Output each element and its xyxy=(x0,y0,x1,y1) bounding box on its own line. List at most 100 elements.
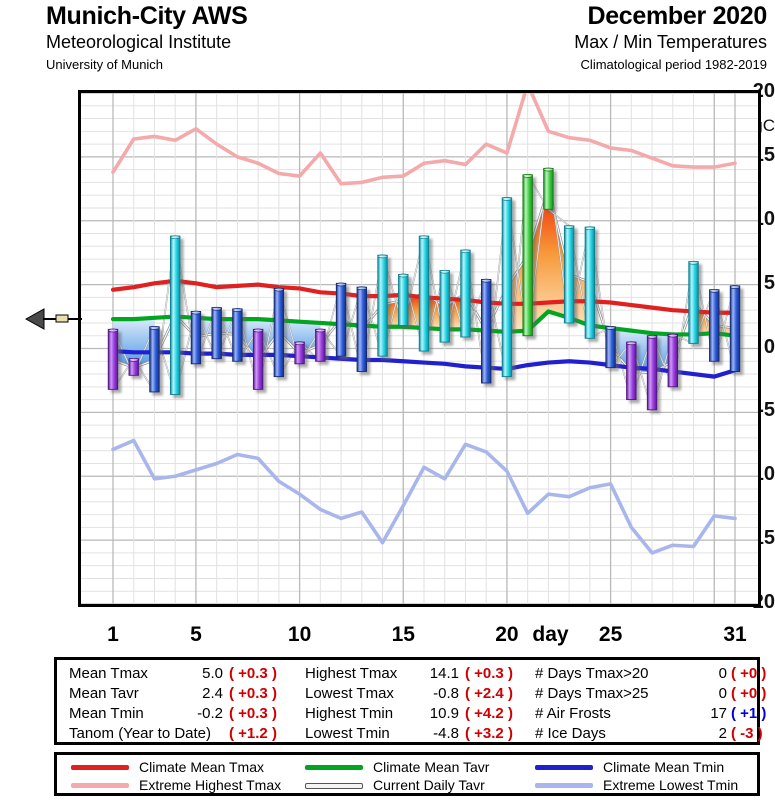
stat-anomaly: ( +2.4 ) xyxy=(465,685,513,702)
legend-label: Extreme Lowest Tmin xyxy=(603,777,739,793)
legend-item: Climate Mean Tmin xyxy=(535,758,761,776)
stat-row: Lowest Tmin -4.8 ( +3.2 ) xyxy=(305,724,535,744)
stat-label: # Days Tmax>20 xyxy=(535,665,649,682)
legend-item: Extreme Lowest Tmin xyxy=(535,776,761,794)
stat-row: # Ice Days 2( -3 ) xyxy=(535,724,763,744)
stat-label: Lowest Tmin xyxy=(305,725,390,742)
x-tick-label: 20 xyxy=(495,623,519,646)
temperature-bar xyxy=(377,254,388,357)
stat-row: Tanom (Year to Date) ( +1.2 ) xyxy=(69,724,309,744)
legend-label: Climate Mean Tavr xyxy=(373,759,490,775)
stat-row: # Days Tmax>20 0( +0 ) xyxy=(535,664,766,684)
temperature-bar xyxy=(563,225,575,324)
legend-column-1: Climate Mean Tmax Extreme Highest Tmax xyxy=(71,758,301,794)
stat-label: Mean Tavr xyxy=(69,685,139,702)
stat-value: -4.8 xyxy=(433,725,459,742)
stat-anomaly: ( +0.3 ) xyxy=(229,705,277,722)
temperature-bar xyxy=(688,260,699,344)
legend-item: Extreme Highest Tmax xyxy=(71,776,301,794)
stat-value: -0.2 xyxy=(197,705,223,722)
daily-temperature-bars xyxy=(107,167,741,411)
y-tick-label: 0 xyxy=(763,335,775,358)
chart-subtitle: Max / Min Temperatures xyxy=(574,32,767,52)
stats-column-1: Mean Tmax 5.0 ( +0.3 ) Mean Tavr 2.4 ( +0.3 )… xyxy=(69,664,309,744)
stats-column-2: Highest Tmax 14.1 ( +0.3 ) Lowest Tmax -0.8 (… xyxy=(305,664,535,744)
plot-frame xyxy=(78,90,761,607)
stat-row: # Days Tmax>25 0( +0 ) xyxy=(535,684,766,704)
legend-item: Current Daily Tavr xyxy=(305,776,535,794)
stat-row: Highest Tmin 10.9 ( +4.2 ) xyxy=(305,704,535,724)
stat-value: 10.9 xyxy=(429,705,459,722)
stat-label: # Air Frosts xyxy=(535,705,611,722)
stat-value: 2.4 xyxy=(202,685,223,702)
stat-anomaly: ( +4.2 ) xyxy=(465,705,513,722)
stat-anomaly: ( +1.2 ) xyxy=(229,725,277,742)
x-axis-label: day xyxy=(532,623,569,646)
stat-row: # Air Frosts 17( +1 ) xyxy=(535,704,766,724)
temperature-bar xyxy=(149,326,160,393)
legend-column-2: Climate Mean Tavr Current Daily Tavr xyxy=(305,758,535,794)
stat-label: Tanom (Year to Date) xyxy=(69,725,212,742)
temperature-bar xyxy=(398,273,409,326)
temperature-bar xyxy=(190,310,202,365)
stat-label: # Ice Days xyxy=(535,725,606,742)
stat-anomaly: ( +0.3 ) xyxy=(465,665,513,682)
stat-value: 14.1 xyxy=(429,665,459,682)
y-tick-label: 5 xyxy=(763,271,775,294)
temperature-bar xyxy=(356,286,367,372)
legend-label: Climate Mean Tmin xyxy=(603,759,725,775)
legend-color-swatch xyxy=(535,783,593,788)
temperature-bar xyxy=(626,341,637,401)
temperature-bar xyxy=(501,197,513,378)
temperature-bar xyxy=(667,333,678,388)
institute-name: Meteorological Institute xyxy=(46,32,232,52)
x-tick-label: 5 xyxy=(190,623,202,646)
x-tick-label: 31 xyxy=(723,623,747,646)
stat-anomaly: ( +0 ) xyxy=(731,665,767,682)
temperature-chart-svg xyxy=(81,93,758,604)
stats-column-3: # Days Tmax>20 0( +0 ) # Days Tmax>25 0( +0… xyxy=(535,664,766,744)
stat-anomaly: ( +0 ) xyxy=(731,685,767,702)
temperature-bar xyxy=(460,249,471,338)
legend-label: Extreme Highest Tmax xyxy=(139,777,282,793)
stat-value: -0.8 xyxy=(433,685,459,702)
station-name: Munich-City AWS xyxy=(46,2,248,30)
stat-label: # Days Tmax>25 xyxy=(535,685,649,702)
temperature-bar xyxy=(522,174,533,337)
current-mean-marker-icon xyxy=(24,308,82,330)
x-tick-label: 25 xyxy=(598,623,623,646)
stat-value: 2 xyxy=(718,725,727,742)
x-tick-label: 15 xyxy=(391,623,415,646)
temperature-bar xyxy=(232,308,243,362)
legend-color-swatch xyxy=(71,765,129,770)
legend: Climate Mean Tmax Extreme Highest Tmax Cl… xyxy=(54,752,760,796)
legend-column-3: Climate Mean Tmin Extreme Lowest Tmin xyxy=(535,758,761,794)
legend-color-swatch xyxy=(71,783,129,788)
stat-value: 17 xyxy=(710,705,727,722)
temperature-bar xyxy=(418,235,430,352)
temperature-bar xyxy=(646,334,658,411)
stat-row: Mean Tmax 5.0 ( +0.3 ) xyxy=(69,664,309,684)
extreme-lowest-tmin-line xyxy=(111,438,737,555)
legend-color-swatch xyxy=(305,765,363,770)
temperature-bar xyxy=(128,357,139,376)
stat-label: Highest Tmax xyxy=(305,665,398,682)
stat-anomaly: ( +0.3 ) xyxy=(229,685,277,702)
stat-row: Mean Tmin -0.2 ( +0.3 ) xyxy=(69,704,309,724)
legend-color-swatch xyxy=(305,783,363,789)
stat-value: 5.0 xyxy=(202,665,223,682)
stat-row: Mean Tavr 2.4 ( +0.3 ) xyxy=(69,684,309,704)
temperature-bar xyxy=(605,326,616,369)
extreme-highest-tmax-line xyxy=(111,93,737,186)
y-tick-label: -5 xyxy=(757,399,775,422)
stat-value: 0 xyxy=(718,685,727,702)
temperature-bar xyxy=(335,282,347,357)
temperature-bar xyxy=(273,287,285,378)
legend-item: Climate Mean Tmax xyxy=(71,758,301,776)
legend-label: Current Daily Tavr xyxy=(373,777,485,793)
temperature-bar xyxy=(315,328,326,362)
temperature-bar xyxy=(294,341,305,365)
climatological-period: Climatological period 1982-2019 xyxy=(580,57,767,72)
statistics-table: Mean Tmax 5.0 ( +0.3 ) Mean Tavr 2.4 ( +0.3 )… xyxy=(54,657,766,745)
chart-header: Munich-City AWS Meteorological Institute… xyxy=(0,0,775,90)
